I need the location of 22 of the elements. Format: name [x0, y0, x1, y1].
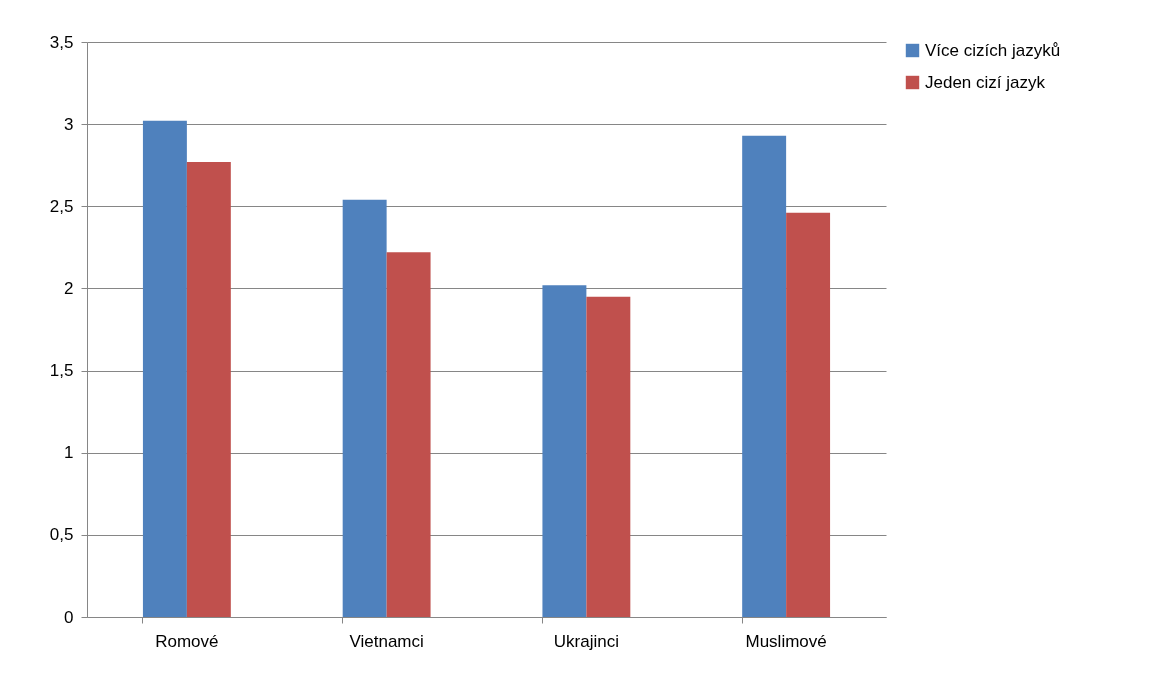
bar [386, 252, 431, 617]
x-tick-label: Muslimové [745, 631, 827, 651]
y-tick-label: 3,5 [49, 32, 74, 52]
bar [186, 161, 231, 617]
bar [342, 199, 387, 617]
bar [742, 135, 787, 617]
y-tick-label: 1 [64, 443, 74, 463]
y-tick-label: 2 [64, 278, 74, 298]
y-tick-label: 0,5 [49, 525, 74, 545]
bar [142, 120, 187, 617]
bar [542, 285, 587, 617]
legend-label: Více cizích jazyků [925, 40, 1061, 60]
x-tick-label: Romové [155, 631, 219, 651]
legend-label: Jeden cizí jazyk [925, 72, 1046, 92]
x-tick-label: Ukrajinci [553, 631, 619, 651]
x-tick-label: Vietnamci [349, 631, 424, 651]
y-tick-label: 0 [64, 607, 74, 627]
bar [786, 212, 831, 617]
bar [586, 296, 631, 617]
y-tick-label: 3 [64, 114, 74, 134]
y-tick-label: 1,5 [49, 361, 74, 381]
y-tick-label: 2,5 [49, 196, 74, 216]
